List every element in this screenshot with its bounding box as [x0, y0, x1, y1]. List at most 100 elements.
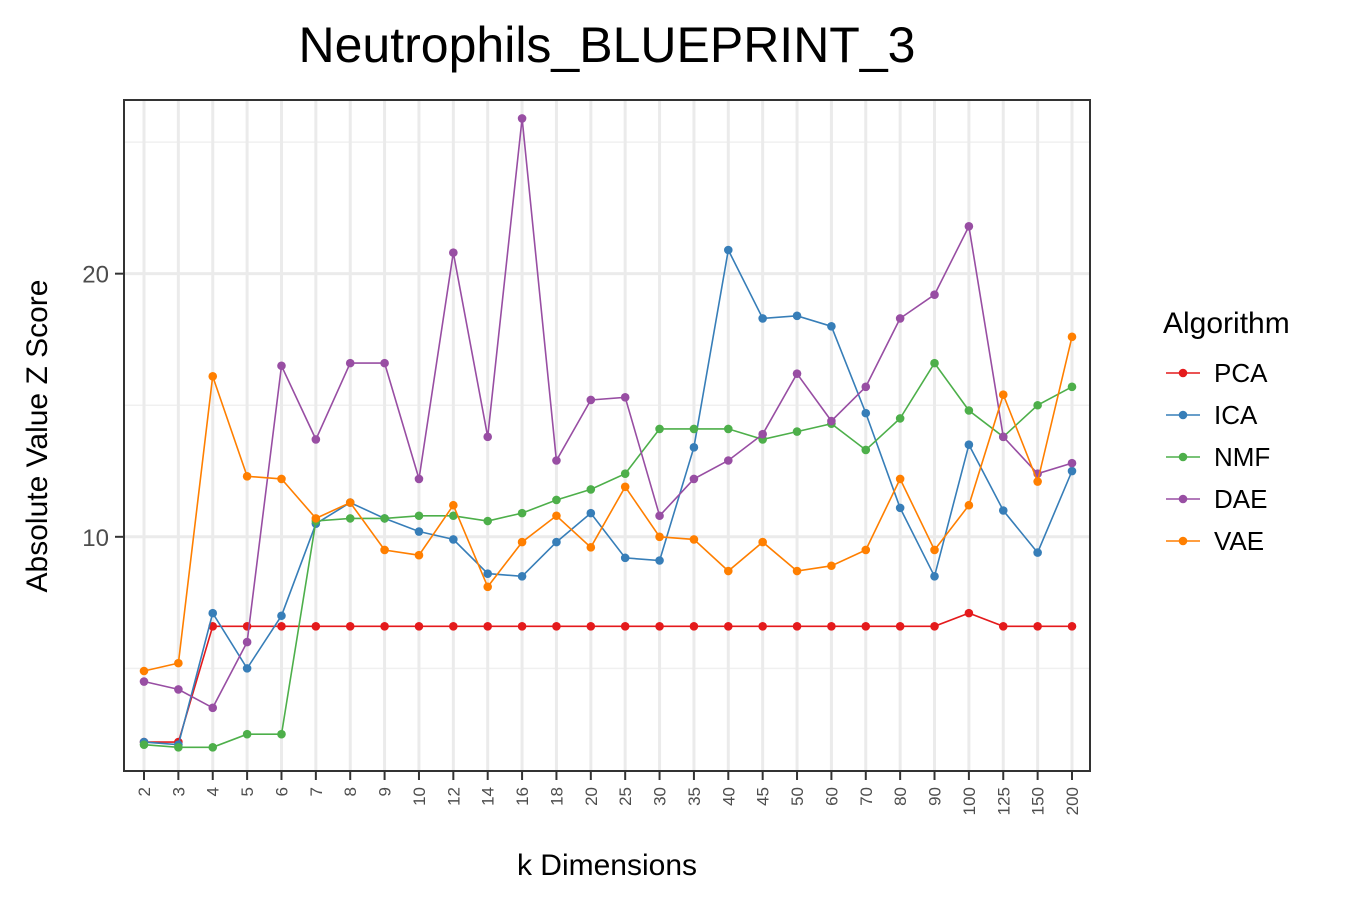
data-point: [827, 321, 836, 331]
legend-item-dae: DAE: [1166, 484, 1267, 514]
data-point: [380, 621, 389, 631]
series-vae: [139, 332, 1077, 676]
data-point: [861, 382, 871, 392]
data-point: [689, 424, 699, 434]
series-line-vae: [143, 336, 1073, 672]
data-point: [345, 498, 355, 507]
data-point: [620, 469, 630, 478]
legend-key-point: [1178, 368, 1188, 378]
data-point: [895, 474, 905, 484]
data-point: [723, 456, 733, 465]
data-point: [449, 535, 458, 544]
legend-item-pca: PCA: [1166, 358, 1268, 388]
x-axis-title: k Dimensions: [517, 849, 697, 882]
data-point: [861, 408, 871, 418]
y-axis-title: Absolute Value Z Score: [21, 280, 54, 593]
legend-label: ICA: [1214, 400, 1258, 430]
data-point: [895, 503, 905, 513]
legend-label: VAE: [1214, 526, 1264, 556]
x-tick-label: 150: [1029, 787, 1048, 815]
x-tick-label: 14: [479, 787, 498, 806]
data-point: [483, 432, 493, 442]
data-point: [242, 471, 252, 481]
data-point: [380, 514, 389, 523]
data-point: [792, 566, 802, 576]
data-point: [930, 571, 939, 581]
data-point: [552, 511, 561, 521]
data-point: [311, 435, 321, 444]
data-point: [998, 506, 1008, 515]
data-point: [242, 637, 252, 647]
data-point: [1067, 332, 1077, 342]
data-point: [998, 621, 1008, 631]
data-point: [552, 621, 561, 631]
data-point: [517, 508, 527, 518]
data-point: [1067, 466, 1077, 476]
data-point: [449, 511, 458, 521]
data-point: [277, 474, 286, 484]
data-point: [723, 245, 733, 255]
x-tick-label: 8: [341, 787, 360, 796]
data-point: [277, 729, 286, 739]
x-tick-label: 90: [926, 787, 945, 806]
data-point: [998, 432, 1008, 442]
data-point: [517, 537, 527, 547]
data-point: [414, 550, 424, 560]
data-point: [655, 621, 664, 631]
data-point: [586, 395, 596, 405]
data-point: [208, 371, 218, 381]
legend-item-vae: VAE: [1166, 526, 1264, 556]
data-point: [723, 621, 733, 631]
data-point: [380, 545, 389, 555]
legend-key-point: [1178, 494, 1188, 504]
data-point: [964, 406, 974, 415]
data-point: [723, 566, 733, 576]
data-point: [586, 508, 596, 518]
x-tick-label: 35: [685, 787, 704, 806]
x-tick-label: 25: [616, 787, 635, 806]
data-point: [277, 361, 286, 371]
x-tick-label: 4: [204, 787, 223, 796]
data-point: [689, 443, 699, 452]
y-axis: 10 20: [82, 262, 124, 552]
x-tick-label: 9: [376, 787, 395, 796]
x-tick-label: 30: [651, 787, 670, 806]
x-tick-label: 50: [788, 787, 807, 806]
data-point: [998, 390, 1008, 400]
data-point: [311, 621, 321, 631]
series-dae: [139, 114, 1077, 713]
data-point: [689, 474, 699, 484]
x-tick-label: 45: [754, 787, 773, 806]
data-point: [861, 445, 871, 455]
data-point: [174, 685, 183, 694]
x-tick-label: 12: [444, 787, 463, 806]
data-point: [483, 516, 493, 526]
data-point: [139, 666, 149, 676]
data-point: [827, 561, 836, 571]
legend-key-point: [1178, 410, 1188, 420]
data-point: [277, 611, 286, 621]
data-point: [655, 424, 664, 434]
data-point: [586, 621, 596, 631]
data-point: [345, 621, 355, 631]
data-point: [345, 514, 355, 523]
data-point: [964, 222, 974, 231]
data-point: [655, 556, 664, 565]
legend-label: DAE: [1214, 484, 1267, 514]
data-point: [345, 358, 355, 368]
x-axis: 2 3 4 5 6 7 8 9 10 12 14 16 18 20 25 30 35 40 45 50 60 70 80 90…: [135, 771, 1082, 815]
legend-label: PCA: [1214, 358, 1268, 388]
data-point: [895, 314, 905, 323]
x-tick-label: 200: [1063, 787, 1082, 815]
data-point: [139, 740, 149, 749]
data-point: [517, 114, 527, 123]
data-point: [586, 485, 596, 494]
data-point: [620, 482, 630, 492]
data-point: [964, 500, 974, 510]
data-point: [552, 456, 561, 465]
data-point: [380, 358, 389, 368]
x-tick-label: 7: [307, 787, 326, 796]
data-point: [930, 621, 939, 631]
data-point: [414, 474, 424, 484]
